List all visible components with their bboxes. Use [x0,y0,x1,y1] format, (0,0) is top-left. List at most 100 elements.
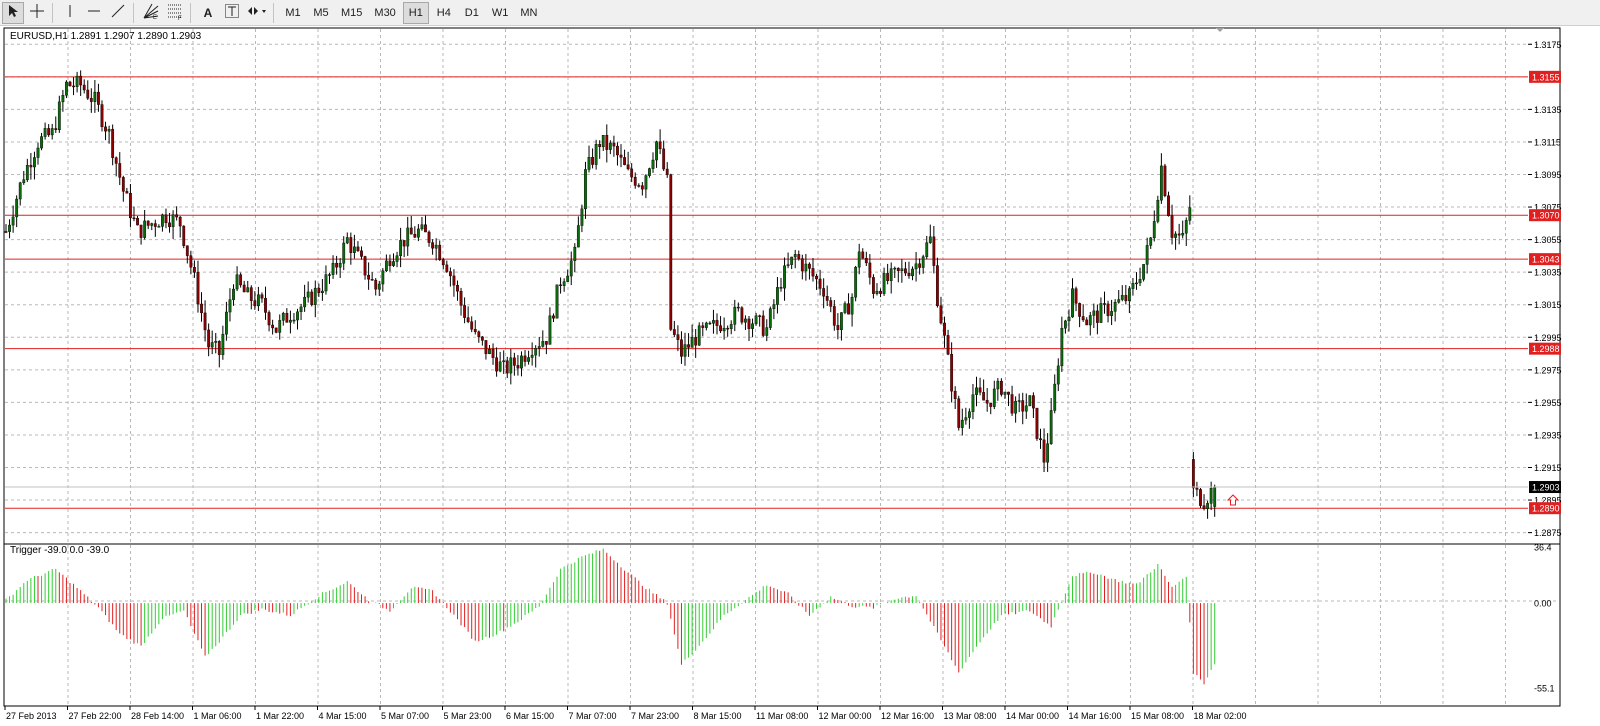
candle [630,163,634,183]
horizontal-lines[interactable] [5,76,1528,509]
candle [1000,378,1003,397]
timeframe-h4-button[interactable]: H4 [436,6,451,19]
timeframe-m5-button[interactable]: M5 [313,6,329,19]
candle [1053,374,1057,414]
candle [569,251,573,286]
indicator-histogram [5,548,1216,685]
candle [189,250,193,275]
candle [420,216,424,231]
candle [904,261,907,276]
candle [1014,396,1018,423]
candle [456,280,459,301]
candle [921,254,925,274]
candle [1067,309,1071,332]
candle [374,278,378,296]
candle [811,258,815,282]
candle [484,340,488,360]
candle [612,135,616,157]
candle [278,314,282,340]
candle [662,140,666,171]
time-tick-label: 12 Mar 00:00 [819,711,872,721]
candle [402,240,406,258]
candle [384,254,388,273]
candle [97,83,100,112]
candle [427,230,431,247]
buy-arrow-icon [1226,494,1240,506]
candle [406,216,410,256]
candle [882,267,886,296]
candle [424,215,427,233]
candle [473,320,477,335]
vertical-line-tool-button[interactable] [59,2,81,24]
candle [491,343,495,365]
candle [1149,236,1153,249]
candle [416,224,420,242]
candle [1188,195,1192,225]
candle [65,80,68,99]
candle [818,269,822,296]
candle [1074,286,1078,312]
toolbar-separator [273,2,274,23]
candle [303,284,307,312]
cursor-tool-button[interactable] [2,1,24,24]
timeframe-m15-button[interactable]: M15 [341,6,363,19]
indicator-tick-label: -55.1 [1534,684,1555,694]
candle [651,152,655,173]
shift-marker-icon[interactable] [1216,28,1224,32]
candle [118,152,122,186]
candle [996,378,1000,401]
candle [708,321,712,325]
text-a-icon: A [203,5,213,20]
trendline-tool-button[interactable] [107,2,129,24]
candle [605,124,609,163]
fibonacci-icon: F [166,2,184,23]
candle [857,243,861,275]
candle [285,308,289,323]
candle [1095,304,1099,335]
timeframe-mn-button[interactable]: MN [520,6,538,19]
candle [1170,204,1174,245]
candle [850,293,854,327]
candle [178,216,182,238]
candle [843,301,847,315]
text-label-tool-button[interactable] [221,2,243,24]
candle [239,272,243,288]
candle [1046,433,1050,472]
crosshair-tool-button[interactable] [26,2,48,24]
fan-icon: E [142,2,160,23]
timeframe-d1-button[interactable]: D1 [464,6,479,19]
candle [722,317,726,340]
candle [257,286,260,312]
candle [370,272,374,281]
candle [889,262,893,294]
price-tick-label: 1.2875 [1534,528,1562,538]
chart-area[interactable]: 1.3175 1.3135 1.3115 1.3095 1.3075 1.3055 1.30… [0,26,1600,726]
timeframe-m30-button[interactable]: M30 [374,6,396,19]
fibonacci-tool-button[interactable]: F [164,2,186,24]
candle [480,336,484,346]
candle [438,240,442,261]
timeframe-m1-button[interactable]: M1 [285,6,301,19]
fibonacci-fan-tool-button[interactable]: E [140,2,162,24]
candle [765,319,769,342]
horizontal-line-tool-button[interactable] [83,2,105,24]
candle [356,241,360,252]
candle [644,174,648,199]
candle [1156,195,1160,224]
candle [548,307,552,345]
price-level-tag-label: 1.3070 [1532,211,1560,221]
candle [580,204,584,233]
candle [854,265,858,302]
timeframe-h1-button[interactable]: H1 [402,1,429,24]
candle [1035,407,1039,441]
candle [200,292,203,322]
arrows-tool-button[interactable] [245,2,269,24]
vertical-line-icon [63,3,77,22]
candle [772,299,776,320]
candle [598,140,602,159]
price-tick-label: 1.3135 [1534,105,1562,115]
candle [132,206,136,222]
timeframe-w1-button[interactable]: W1 [491,6,509,19]
text-tool-button[interactable]: A [197,2,219,24]
price-level-tag-label: 1.3043 [1532,255,1560,265]
